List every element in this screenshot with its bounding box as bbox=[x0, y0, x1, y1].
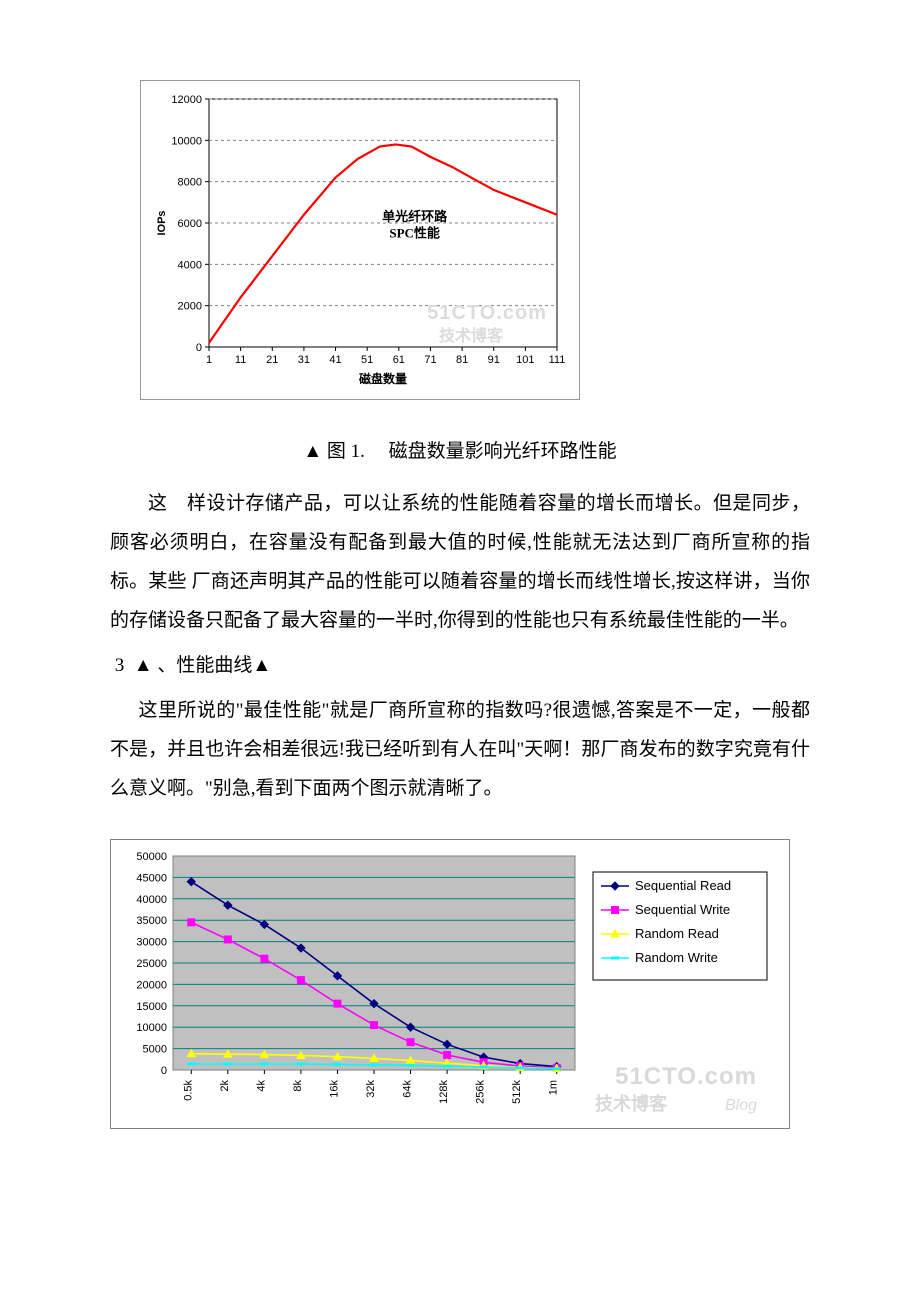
svg-text:技术博客: 技术博客 bbox=[439, 326, 504, 345]
svg-text:41: 41 bbox=[329, 354, 341, 366]
svg-text:21: 21 bbox=[266, 354, 278, 366]
paragraph-1: 这 样设计存储产品，可以让系统的性能随着容量的增长而增长。但是同步，顾客必须明白… bbox=[110, 485, 810, 641]
svg-text:Random Write: Random Write bbox=[635, 950, 718, 965]
svg-text:128k: 128k bbox=[438, 1079, 450, 1103]
svg-text:64k: 64k bbox=[402, 1079, 414, 1097]
svg-text:51CTO.com: 51CTO.com bbox=[615, 1063, 757, 1090]
svg-text:Sequential Read: Sequential Read bbox=[635, 878, 731, 893]
svg-text:91: 91 bbox=[488, 354, 500, 366]
svg-text:8000: 8000 bbox=[178, 177, 202, 189]
svg-text:0.5k: 0.5k bbox=[182, 1079, 194, 1100]
svg-text:0: 0 bbox=[196, 342, 202, 354]
caption-prefix: 图 1. bbox=[327, 441, 365, 462]
section-3-heading: 3 ▲ 、性能曲线▲ bbox=[110, 647, 810, 686]
svg-text:15000: 15000 bbox=[136, 1000, 167, 1012]
svg-text:61: 61 bbox=[393, 354, 405, 366]
svg-text:4k: 4k bbox=[255, 1079, 267, 1091]
section-number: 3 bbox=[115, 655, 125, 676]
paragraph-2: 这里所说的"最佳性能"就是厂商所宣称的指数吗?很遗憾,答案是不一定，一般都不是，… bbox=[110, 692, 810, 809]
svg-text:51: 51 bbox=[361, 354, 373, 366]
svg-text:Random Read: Random Read bbox=[635, 926, 719, 941]
svg-text:SPC性能: SPC性能 bbox=[389, 225, 440, 240]
svg-text:45000: 45000 bbox=[136, 872, 167, 884]
svg-text:0: 0 bbox=[161, 1065, 167, 1077]
svg-text:51CTO.com: 51CTO.com bbox=[427, 302, 547, 324]
section-marker-end: ▲ bbox=[252, 655, 271, 676]
svg-text:2k: 2k bbox=[219, 1079, 231, 1091]
chart2-container: 0 5000 10000 15000 20000 25000 30000 35000 40000… bbox=[110, 839, 790, 1129]
svg-text:31: 31 bbox=[298, 354, 310, 366]
svg-text:32k: 32k bbox=[365, 1079, 377, 1097]
svg-text:256k: 256k bbox=[475, 1079, 487, 1103]
svg-text:71: 71 bbox=[424, 354, 436, 366]
svg-text:4000: 4000 bbox=[178, 259, 202, 271]
caption-marker: ▲ bbox=[303, 441, 322, 462]
svg-text:6000: 6000 bbox=[178, 218, 202, 230]
svg-text:16k: 16k bbox=[328, 1079, 340, 1097]
section-title: 、性能曲线 bbox=[157, 655, 252, 676]
svg-text:40000: 40000 bbox=[136, 893, 167, 905]
figure1-caption: ▲ 图 1. 磁盘数量影响光纤环路性能 bbox=[110, 436, 810, 463]
svg-text:磁盘数量: 磁盘数量 bbox=[358, 371, 407, 386]
svg-text:35000: 35000 bbox=[136, 915, 167, 927]
svg-text:IOPs: IOPs bbox=[156, 210, 168, 235]
caption-text: 磁盘数量影响光纤环路性能 bbox=[389, 441, 617, 462]
chart1-svg: 0200040006000800010000120001112131415161… bbox=[149, 89, 569, 389]
svg-text:8k: 8k bbox=[292, 1079, 304, 1091]
svg-text:50000: 50000 bbox=[136, 851, 167, 863]
svg-text:111: 111 bbox=[549, 354, 566, 366]
svg-text:10000: 10000 bbox=[136, 1022, 167, 1034]
section-marker: ▲ bbox=[134, 655, 153, 676]
svg-text:1: 1 bbox=[206, 354, 212, 366]
svg-text:11: 11 bbox=[235, 354, 246, 366]
svg-text:5000: 5000 bbox=[143, 1043, 167, 1055]
svg-text:512k: 512k bbox=[511, 1079, 523, 1103]
svg-text:12000: 12000 bbox=[171, 94, 202, 106]
svg-text:81: 81 bbox=[456, 354, 468, 366]
svg-text:技术博客: 技术博客 bbox=[595, 1093, 668, 1114]
svg-text:30000: 30000 bbox=[136, 936, 167, 948]
svg-text:Sequential Write: Sequential Write bbox=[635, 902, 730, 917]
svg-text:25000: 25000 bbox=[136, 958, 167, 970]
svg-text:101: 101 bbox=[516, 354, 534, 366]
chart2-svg: 0 5000 10000 15000 20000 25000 30000 35000 40000… bbox=[111, 840, 789, 1128]
svg-text:10000: 10000 bbox=[171, 135, 202, 147]
svg-text:单光纤环路: 单光纤环路 bbox=[382, 209, 448, 224]
svg-text:20000: 20000 bbox=[136, 979, 167, 991]
svg-text:Blog: Blog bbox=[725, 1097, 757, 1114]
svg-text:2000: 2000 bbox=[178, 301, 202, 313]
svg-text:1m: 1m bbox=[548, 1080, 560, 1095]
chart1-container: 0200040006000800010000120001112131415161… bbox=[140, 80, 580, 400]
